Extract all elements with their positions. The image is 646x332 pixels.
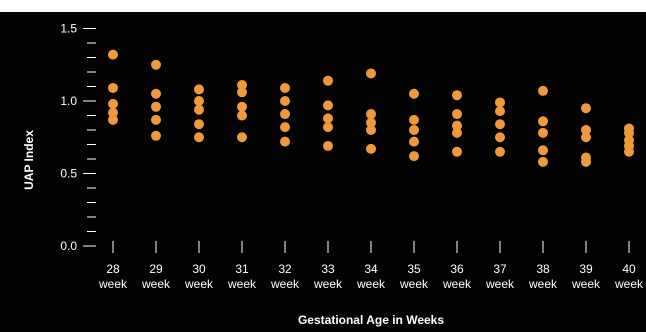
y-axis-title: UAP Index (22, 130, 36, 190)
data-point (323, 140, 333, 151)
data-point (194, 132, 204, 143)
x-tick-label: 33 (321, 262, 335, 276)
data-point (151, 130, 161, 141)
x-tick-sublabel: week (399, 277, 429, 291)
data-point (409, 114, 419, 125)
data-points (108, 49, 634, 167)
x-tick-sublabel: week (442, 277, 472, 291)
data-point (237, 132, 247, 143)
y-tick-label: 0.0 (60, 239, 77, 253)
data-point (495, 106, 505, 117)
x-tick-sublabel: week (485, 277, 515, 291)
x-tick-label: 29 (149, 262, 163, 276)
data-point (409, 88, 419, 99)
data-point (194, 96, 204, 106)
data-point (280, 136, 290, 147)
x-tick-label: 28 (106, 262, 120, 276)
data-point (151, 101, 161, 112)
data-point (452, 109, 462, 120)
x-tick-sublabel: week (270, 277, 300, 291)
x-tick-sublabel: week (141, 277, 171, 291)
data-point (495, 119, 505, 130)
data-point (108, 49, 118, 60)
x-tick-label: 34 (364, 262, 378, 276)
data-point (538, 127, 548, 138)
data-point (194, 104, 204, 115)
data-point (366, 143, 376, 154)
data-point (495, 132, 505, 143)
data-point (366, 125, 376, 135)
data-point (581, 125, 591, 135)
data-point (452, 90, 462, 101)
data-point (237, 87, 247, 98)
data-point (366, 117, 376, 128)
x-tick-sublabel: week (571, 277, 601, 291)
data-point (280, 109, 290, 120)
data-point (323, 113, 333, 124)
data-point (323, 75, 333, 86)
data-point (194, 84, 204, 95)
data-point (366, 68, 376, 79)
x-tick-label: 37 (493, 262, 507, 276)
x-tick-label: 40 (622, 262, 636, 276)
data-point (151, 59, 161, 70)
data-point (495, 146, 505, 157)
data-point (108, 114, 118, 125)
data-point (452, 146, 462, 157)
x-tick-label: 38 (536, 262, 550, 276)
x-tick-label: 30 (192, 262, 206, 276)
data-point (538, 156, 548, 167)
data-point (581, 156, 591, 167)
x-tick-sublabel: week (528, 277, 558, 291)
chart-background (0, 12, 646, 332)
data-point (323, 122, 333, 133)
x-tick-sublabel: week (98, 277, 128, 291)
data-point (280, 82, 290, 93)
x-tick-label: 35 (407, 262, 421, 276)
data-point (151, 88, 161, 99)
x-axis: 28week29week30week31week32week33week34we… (98, 241, 644, 291)
x-axis-title: Gestational Age in Weeks (298, 313, 444, 327)
data-point (323, 100, 333, 111)
data-point (581, 103, 591, 114)
data-point (108, 98, 118, 109)
data-point (624, 146, 634, 157)
data-point (237, 101, 247, 112)
x-tick-sublabel: week (227, 277, 257, 291)
x-tick-sublabel: week (313, 277, 343, 291)
data-point (237, 110, 247, 121)
x-tick-label: 36 (450, 262, 464, 276)
data-point (409, 136, 419, 147)
data-point (108, 107, 118, 118)
data-point (495, 97, 505, 108)
y-tick-label: 1.5 (60, 22, 77, 36)
y-axis: 0.0 0.5 1.0 1.5 (60, 22, 96, 253)
x-tick-label: 32 (278, 262, 292, 276)
data-point (624, 127, 634, 138)
data-point (452, 120, 462, 131)
data-point (452, 127, 462, 138)
x-tick-sublabel: week (614, 277, 644, 291)
x-tick-sublabel: week (184, 277, 214, 291)
data-point (108, 82, 118, 93)
data-point (409, 151, 419, 162)
data-point (538, 116, 548, 127)
x-tick-label: 39 (579, 262, 593, 276)
data-point (538, 145, 548, 156)
data-point (280, 96, 290, 106)
data-point (194, 119, 204, 130)
data-point (151, 114, 161, 125)
y-tick-label: 0.5 (60, 167, 77, 181)
data-point (237, 80, 247, 91)
y-tick-label: 1.0 (60, 94, 77, 108)
data-point (581, 132, 591, 143)
data-point (409, 125, 419, 135)
data-point (538, 85, 548, 96)
data-point (280, 122, 290, 133)
x-tick-label: 31 (235, 262, 249, 276)
x-tick-sublabel: week (356, 277, 386, 291)
data-point (366, 109, 376, 120)
